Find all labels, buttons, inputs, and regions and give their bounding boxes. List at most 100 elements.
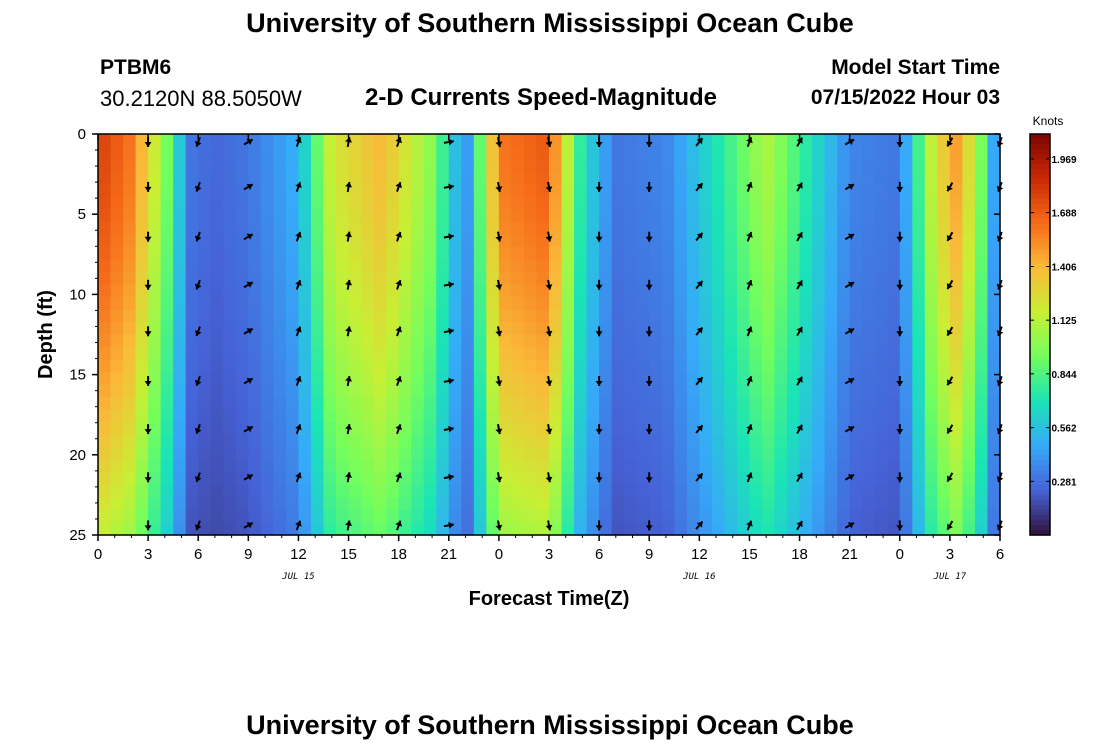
heatmap-cell — [461, 484, 475, 499]
heatmap-cell — [436, 271, 450, 285]
heatmap-cell — [624, 434, 638, 448]
heatmap-cell — [624, 347, 638, 361]
heatmap-cell — [649, 484, 663, 499]
heatmap-cell — [561, 484, 575, 499]
heatmap-cell — [549, 284, 563, 298]
heatmap-cell — [298, 134, 312, 148]
heatmap-cell — [336, 209, 350, 223]
heatmap-cell — [586, 359, 600, 373]
heatmap-cell — [799, 372, 813, 386]
heatmap-cell — [912, 259, 926, 273]
heatmap-cell — [423, 484, 437, 499]
heatmap-cell — [198, 359, 212, 373]
heatmap-cell — [824, 459, 838, 473]
heatmap-cell — [423, 409, 437, 423]
current-arrow — [545, 424, 553, 435]
current-arrow — [796, 137, 803, 147]
heatmap-cell — [624, 209, 638, 223]
heatmap-cell — [123, 196, 137, 210]
heatmap-cell — [361, 134, 375, 148]
heatmap-cell — [473, 296, 487, 311]
heatmap-cell — [248, 434, 262, 448]
heatmap-cell — [611, 447, 625, 461]
heatmap-cell — [912, 284, 926, 298]
heatmap-cell — [549, 309, 563, 323]
heatmap-cell — [511, 284, 525, 298]
heatmap-cell — [824, 146, 838, 160]
heatmap-cell — [661, 359, 675, 373]
heatmap-cell — [937, 447, 951, 461]
heatmap-cell — [599, 171, 613, 185]
heatmap-cell — [649, 259, 663, 273]
heatmap-cell — [711, 334, 725, 348]
heatmap-cell — [611, 347, 625, 361]
current-arrow — [243, 233, 254, 241]
heatmap-cell — [887, 271, 901, 285]
heatmap-cell — [549, 384, 563, 398]
heatmap-cell — [461, 309, 475, 323]
heatmap-cell — [549, 497, 563, 511]
heatmap-cell — [561, 271, 575, 285]
heatmap-cell — [110, 409, 124, 423]
heatmap-cell — [135, 184, 149, 198]
heatmap-cell — [912, 359, 926, 373]
current-arrow — [645, 181, 653, 192]
colorbar-swatch — [1030, 134, 1050, 140]
heatmap-cell — [849, 246, 863, 260]
heatmap-cell — [774, 447, 788, 461]
heatmap-cell — [323, 359, 337, 373]
heatmap-cell — [624, 171, 638, 185]
heatmap-cell — [611, 259, 625, 273]
colorbar-swatch — [1030, 374, 1050, 381]
heatmap-cell — [824, 347, 838, 361]
heatmap-cell — [561, 246, 575, 260]
current-arrow — [946, 182, 954, 192]
heatmap-cell — [862, 397, 876, 411]
heatmap-cell — [799, 271, 813, 285]
heatmap-cell — [511, 422, 525, 436]
heatmap-cell — [361, 384, 375, 398]
heatmap-cell — [173, 522, 187, 536]
heatmap-cell — [110, 434, 124, 448]
heatmap-cell — [686, 472, 700, 486]
heatmap-cell — [574, 321, 588, 336]
heatmap-cell — [611, 384, 625, 398]
heatmap-cell — [523, 259, 538, 273]
current-arrow — [443, 521, 454, 529]
heatmap-cell — [198, 134, 212, 148]
heatmap-cell — [912, 134, 926, 148]
heatmap-cell — [411, 422, 425, 436]
heatmap-cell — [862, 459, 876, 473]
heatmap-cell — [761, 497, 776, 511]
heatmap-cell — [348, 234, 362, 248]
heatmap-cell — [511, 246, 525, 260]
heatmap-cell — [761, 409, 776, 423]
heatmap-cell — [273, 259, 287, 273]
heatmap-cell — [198, 347, 212, 361]
heatmap-cell — [473, 259, 487, 273]
heatmap-cell — [336, 397, 350, 411]
heatmap-cell — [248, 459, 262, 473]
heatmap-cell — [824, 359, 838, 373]
heatmap-cell — [987, 259, 1001, 273]
heatmap-cell — [874, 434, 888, 448]
current-arrow — [443, 473, 454, 481]
heatmap-cell — [812, 422, 826, 436]
heatmap-cell — [536, 296, 550, 311]
heatmap-cell — [736, 459, 751, 473]
heatmap-cell — [924, 309, 938, 323]
heatmap-cell — [486, 209, 500, 223]
heatmap-cell — [711, 196, 725, 210]
heatmap-cell — [448, 484, 462, 499]
heatmap-cell — [411, 484, 425, 499]
heatmap-cell — [962, 321, 976, 336]
heatmap-cell — [962, 434, 976, 448]
colorbar-swatch — [1030, 334, 1050, 341]
heatmap-cell — [799, 321, 813, 336]
heatmap-cell — [974, 372, 989, 386]
heatmap-cell — [724, 509, 738, 524]
heatmap-cell — [749, 359, 763, 373]
heatmap-cell — [974, 246, 989, 260]
heatmap-cell — [436, 434, 450, 448]
heatmap-cell — [361, 372, 375, 386]
